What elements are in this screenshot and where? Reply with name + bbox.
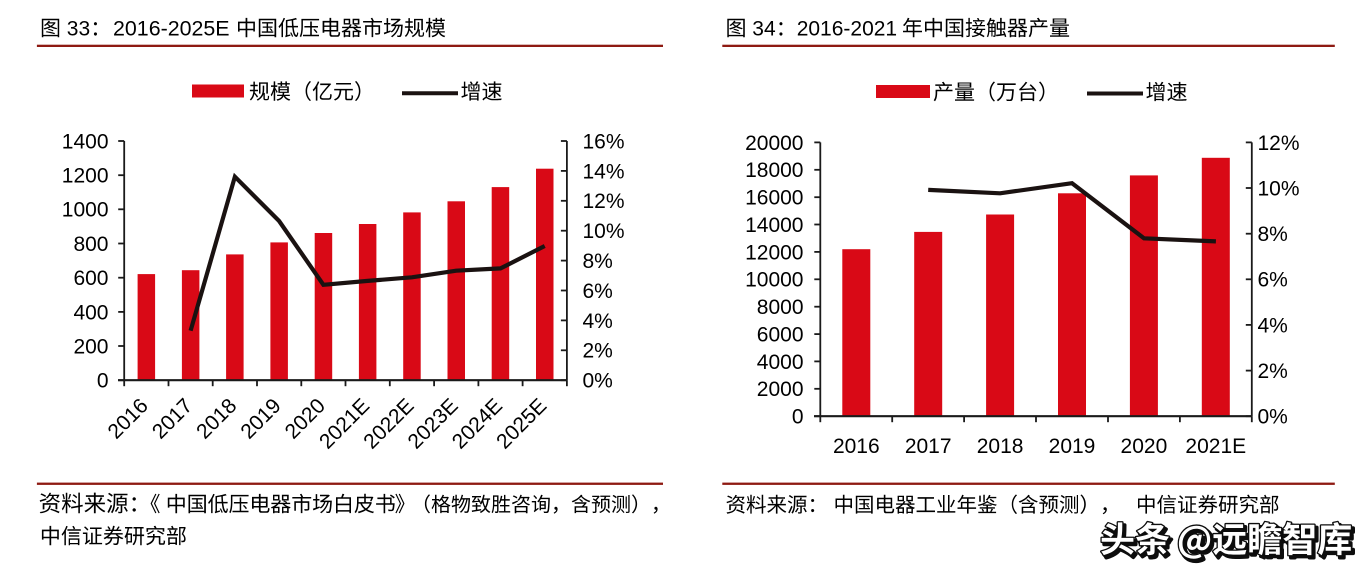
svg-text:2000: 2000 xyxy=(757,378,804,401)
svg-text:16000: 16000 xyxy=(745,187,803,210)
svg-text:18000: 18000 xyxy=(745,159,803,182)
svg-text:4%: 4% xyxy=(1258,314,1288,337)
svg-text:2%: 2% xyxy=(583,340,613,363)
svg-text:2%: 2% xyxy=(1258,360,1288,383)
svg-text:12%: 12% xyxy=(583,190,625,213)
svg-text:6%: 6% xyxy=(583,280,613,303)
svg-text:2020: 2020 xyxy=(1121,435,1168,458)
svg-text:2016: 2016 xyxy=(833,435,880,458)
svg-text:1000: 1000 xyxy=(62,199,109,222)
svg-text:6%: 6% xyxy=(1258,269,1288,292)
svg-text:10%: 10% xyxy=(583,220,625,243)
svg-text:8%: 8% xyxy=(1258,223,1288,246)
svg-text:14000: 14000 xyxy=(745,214,803,237)
svg-text:0%: 0% xyxy=(1258,406,1288,429)
svg-text:12%: 12% xyxy=(1258,132,1300,155)
svg-text:34: 34 xyxy=(752,18,776,41)
svg-text:1200: 1200 xyxy=(62,165,109,188)
svg-text:0: 0 xyxy=(792,406,804,429)
svg-text:14%: 14% xyxy=(583,160,625,183)
svg-text:2016-2021: 2016-2021 xyxy=(797,18,897,41)
svg-text:2021E: 2021E xyxy=(1185,435,1246,458)
svg-text:600: 600 xyxy=(73,267,108,290)
svg-text:2018: 2018 xyxy=(977,435,1024,458)
svg-text:4000: 4000 xyxy=(757,351,804,374)
svg-text:12000: 12000 xyxy=(745,241,803,264)
svg-text:33: 33 xyxy=(67,18,90,41)
svg-text:800: 800 xyxy=(73,233,108,256)
svg-text:8%: 8% xyxy=(583,250,613,273)
svg-text:10%: 10% xyxy=(1258,177,1300,200)
svg-text:2016-2025E: 2016-2025E xyxy=(113,17,230,41)
svg-text:2019: 2019 xyxy=(1049,435,1096,458)
svg-text:0%: 0% xyxy=(583,370,613,393)
svg-text:400: 400 xyxy=(73,301,108,324)
svg-text:1400: 1400 xyxy=(62,130,109,153)
svg-text:200: 200 xyxy=(73,335,108,358)
svg-text:0: 0 xyxy=(97,370,109,393)
svg-text:16%: 16% xyxy=(583,130,625,153)
svg-text:4%: 4% xyxy=(583,310,613,333)
svg-text:8000: 8000 xyxy=(757,296,804,319)
svg-text:20000: 20000 xyxy=(745,132,803,155)
svg-text:6000: 6000 xyxy=(757,324,804,347)
svg-text:10000: 10000 xyxy=(745,269,803,292)
svg-text:2017: 2017 xyxy=(905,435,952,458)
